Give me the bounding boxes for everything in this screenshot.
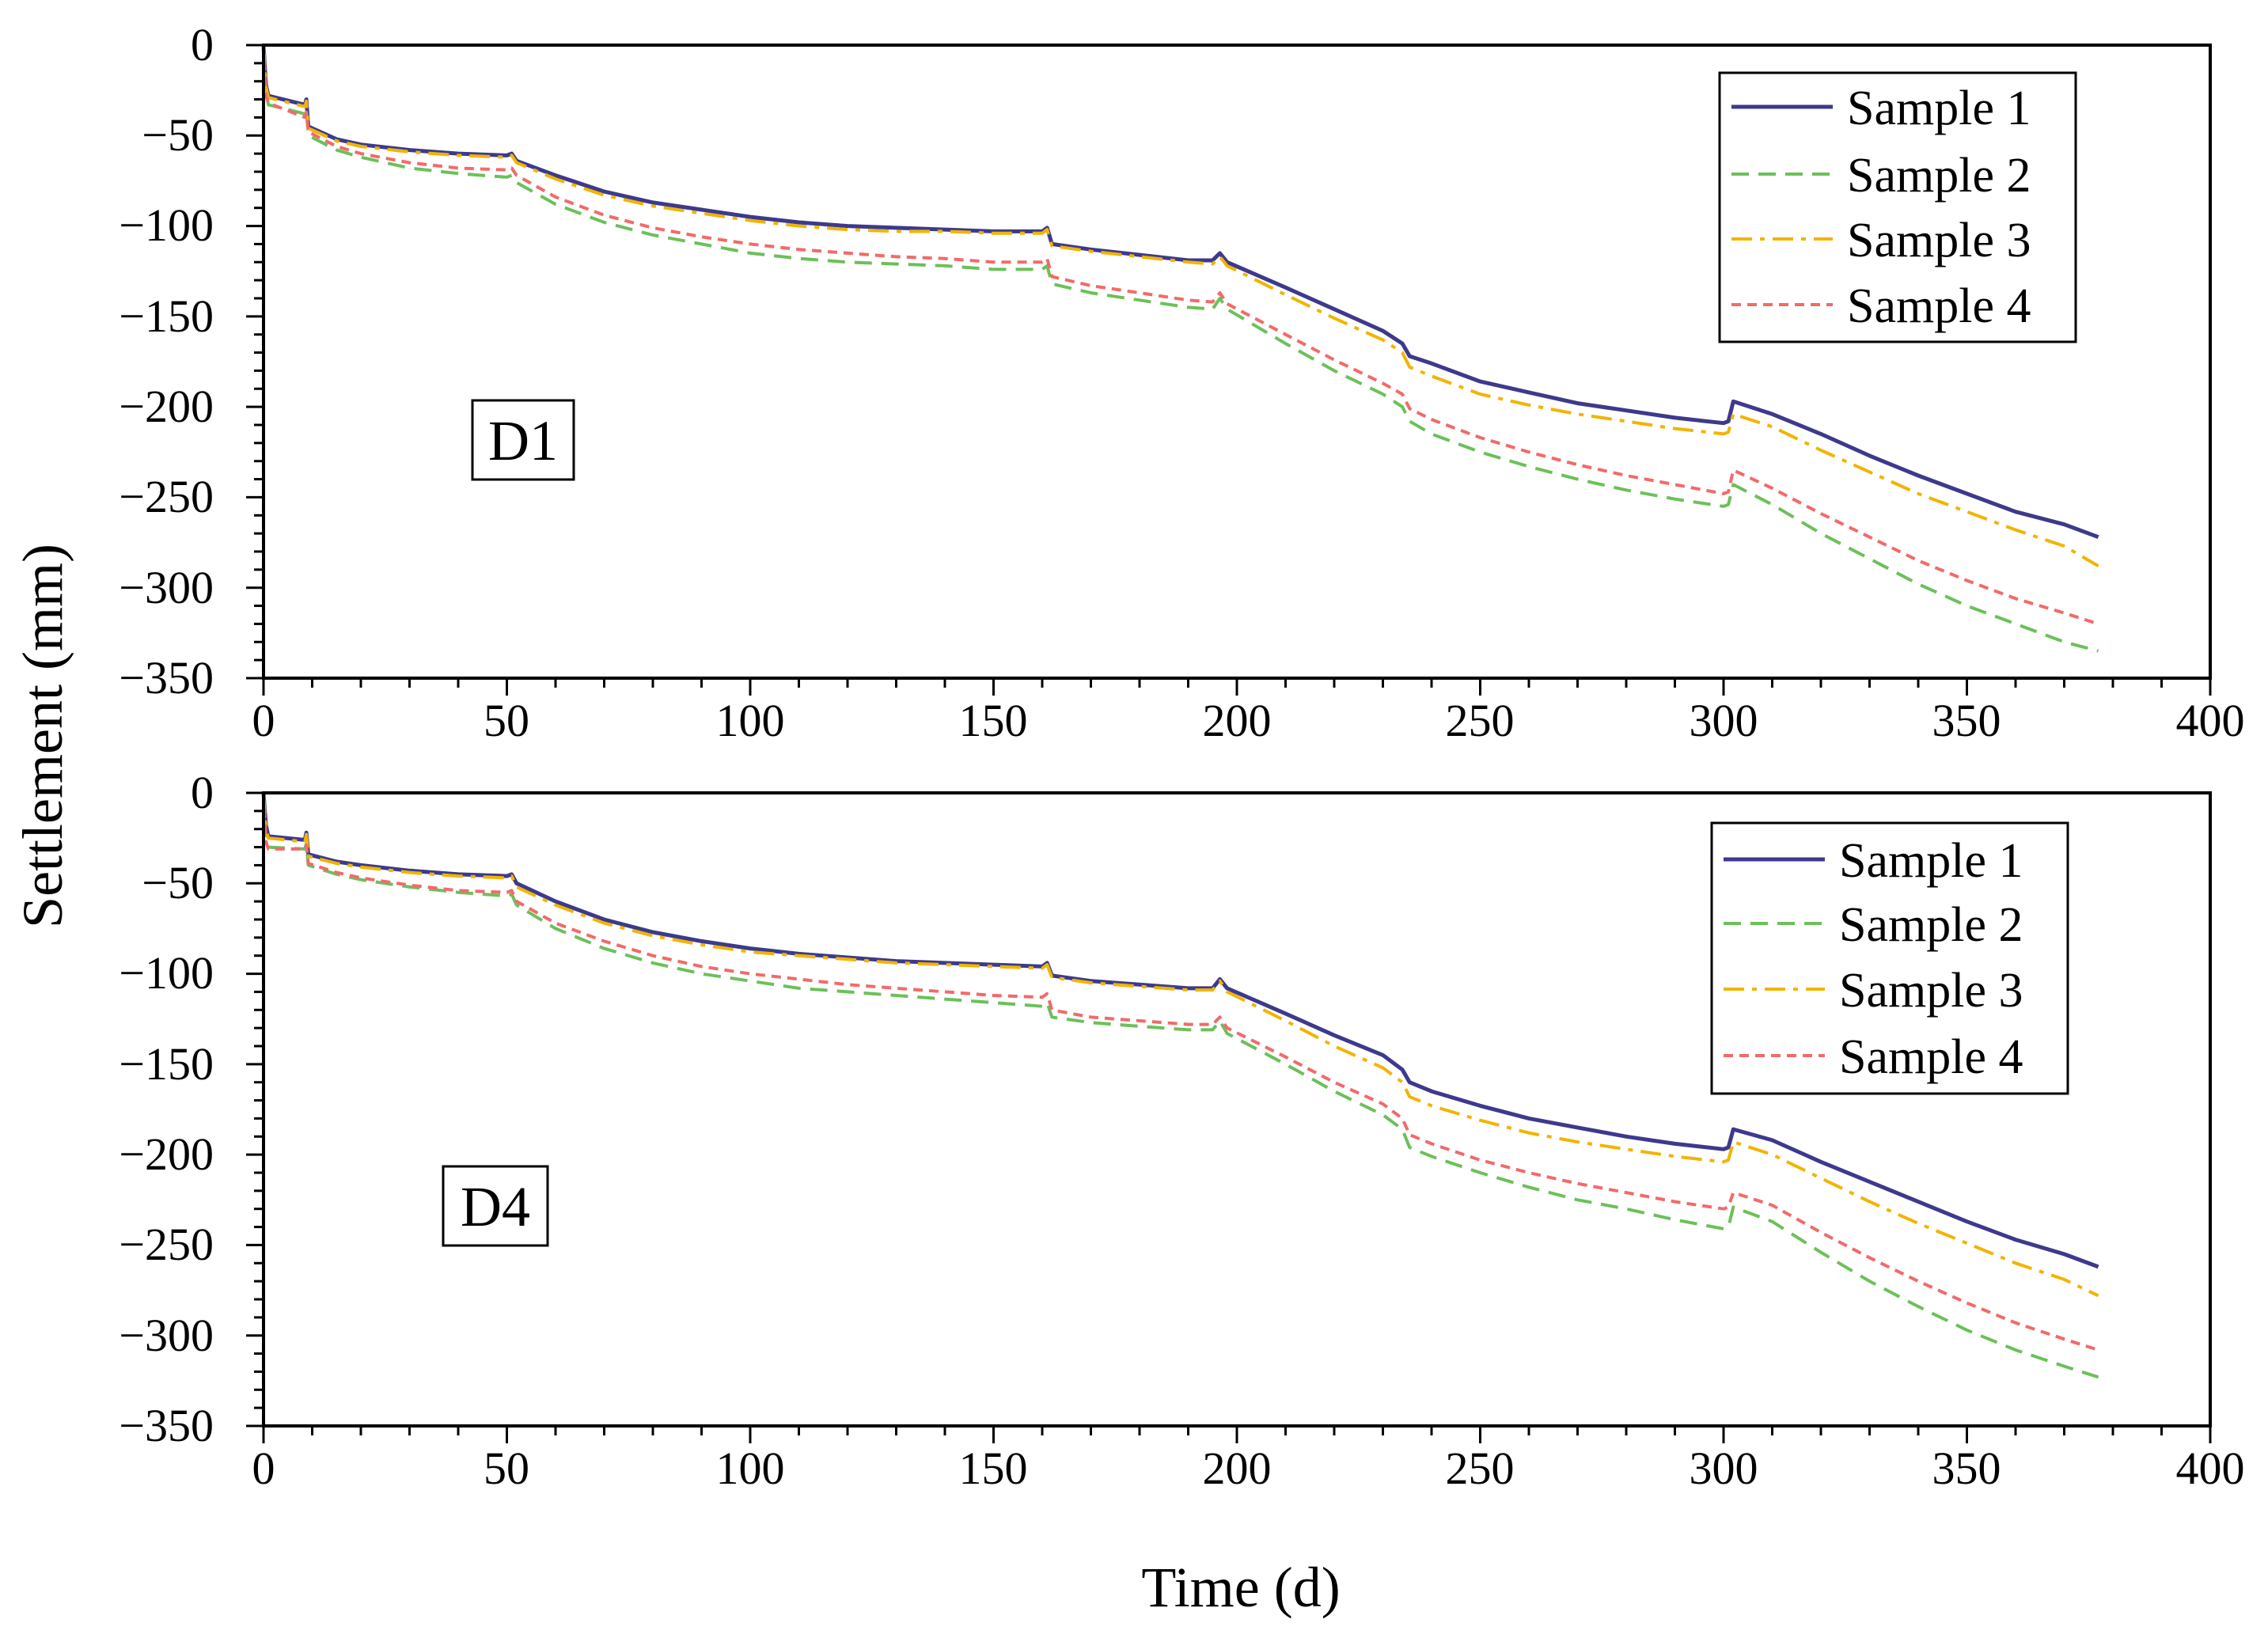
y-axis-title: Settlement (mm) [11,544,74,928]
series-line-sample-4 [262,792,2099,1352]
x-tick-label: 200 [1203,695,1272,746]
x-tick-label: 100 [716,695,785,746]
y-tick-labels-d1: 0 −50 −100 −150 −200 −250 −300 −350 [119,19,214,703]
panel-d4: 0 −50 −100 −150 −200 −250 −300 −350 0 50… [119,767,2244,1494]
series-line-sample-1 [261,792,2099,1269]
y-tick-label: −200 [119,1128,214,1180]
legend-label-sample-3: Sample 3 [1839,964,2023,1018]
y-tick-label: −350 [119,1400,214,1451]
x-tick-labels-d4: 0 50 100 150 200 250 300 350 400 [252,1443,2245,1494]
y-tick-label: 0 [191,19,214,70]
y-tick-label: −250 [119,471,214,522]
x-tick-label: 50 [484,695,529,746]
ticks-layer-d1 [246,44,2212,696]
y-tick-label: −350 [119,652,214,703]
x-tick-label: 300 [1690,1443,1758,1494]
legend-d1: Sample 1 Sample 2 Sample 3 Sample 4 [1718,71,2077,343]
y-tick-label: −100 [119,199,214,251]
y-tick-label: −250 [119,1219,214,1270]
legend-box [1710,821,2069,1095]
x-tick-label: 150 [959,1443,1028,1494]
x-tick-label: 250 [1446,695,1515,746]
panel-label-text: D4 [461,1175,530,1238]
x-tick-labels-d1: 0 50 100 150 200 250 300 350 400 [252,695,2245,746]
ticks-layer-d4 [246,791,2212,1443]
x-axis-title: Time (d) [1141,1556,1340,1619]
series-line-sample-4 [262,44,2099,626]
x-tick-label: 350 [1932,1443,2001,1494]
y-tick-label: −300 [119,1310,214,1361]
series-line-sample-3 [262,44,2099,568]
x-tick-label: 300 [1690,695,1758,746]
x-tick-label: 100 [716,1443,785,1494]
panel-label-d4: D4 [442,1165,549,1247]
legend-label-sample-2: Sample 2 [1847,149,2031,203]
x-tick-label: 150 [959,695,1028,746]
legend-label-sample-4: Sample 4 [1847,279,2031,333]
x-tick-label: 400 [2176,1443,2245,1494]
y-tick-label: −300 [119,562,214,613]
y-tick-label: −50 [142,109,214,161]
y-tick-label: −150 [119,290,214,342]
legend-label-sample-1: Sample 1 [1839,834,2023,888]
y-tick-label: −200 [119,381,214,432]
series-line-sample-1 [261,44,2099,540]
legend-label-sample-4: Sample 4 [1839,1030,2023,1084]
x-tick-label: 0 [252,695,275,746]
panel-label-text: D1 [488,409,558,472]
x-tick-label: 0 [252,1443,275,1494]
x-tick-label: 350 [1932,695,2001,746]
panel-d1: 0 −50 −100 −150 −200 −250 −300 −350 0 50… [119,19,2244,746]
x-tick-label: 400 [2176,695,2245,746]
x-tick-label: 250 [1446,1443,1515,1494]
x-tick-label: 200 [1203,1443,1272,1494]
y-tick-label: −150 [119,1038,214,1090]
legend-label-sample-2: Sample 2 [1839,898,2023,952]
y-tick-label: −100 [119,947,214,999]
y-tick-labels-d4: 0 −50 −100 −150 −200 −250 −300 −350 [119,767,214,1451]
panel-label-d1: D1 [471,399,575,481]
legend-box [1718,71,2077,343]
legend-d4: Sample 1 Sample 2 Sample 3 Sample 4 [1710,821,2069,1095]
y-tick-label: −50 [142,857,214,908]
y-tick-label: 0 [191,767,214,818]
x-tick-label: 50 [484,1443,529,1494]
series-layer-d1 [261,44,2099,653]
panel-label-box [442,1165,549,1247]
series-line-sample-2 [262,44,2099,653]
series-layer-d4 [261,792,2099,1379]
legend-label-sample-3: Sample 3 [1847,214,2031,267]
panel-label-box [471,399,575,481]
series-line-sample-3 [262,792,2099,1298]
legend-label-sample-1: Sample 1 [1847,82,2031,135]
